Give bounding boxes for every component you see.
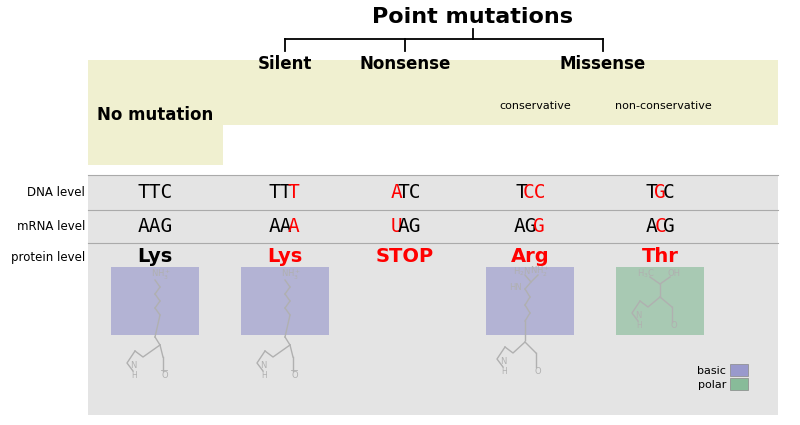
Text: AG: AG	[514, 216, 538, 235]
Text: TTC: TTC	[138, 182, 173, 201]
Text: mRNA level: mRNA level	[17, 219, 85, 232]
Text: protein level: protein level	[10, 250, 85, 264]
Text: A: A	[288, 216, 299, 235]
Text: Lys: Lys	[267, 247, 302, 266]
Bar	[111, 267, 199, 335]
Text: T: T	[288, 182, 299, 201]
Text: U: U	[390, 216, 402, 235]
Text: No mutation: No mutation	[97, 106, 213, 124]
Text: H: H	[636, 320, 642, 329]
Text: G: G	[533, 216, 545, 235]
Text: non-conservative: non-conservative	[614, 101, 711, 111]
Text: H: H	[261, 371, 267, 380]
Text: Point mutations: Point mutations	[372, 7, 573, 27]
Text: C: C	[654, 216, 666, 235]
Text: Missense: Missense	[560, 55, 646, 73]
Text: O: O	[534, 366, 542, 376]
Text: H: H	[501, 366, 507, 376]
Text: H$_2$N: H$_2$N	[513, 266, 531, 278]
Text: AAG: AAG	[138, 216, 173, 235]
Text: O: O	[670, 321, 678, 331]
Text: TC: TC	[398, 182, 421, 201]
Text: basic: basic	[697, 366, 726, 376]
Bar	[486, 267, 574, 335]
Bar	[730, 378, 748, 390]
Text: OH: OH	[667, 269, 681, 278]
Text: H$_3$C: H$_3$C	[637, 268, 655, 280]
Bar	[220, 60, 778, 125]
Text: HN: HN	[510, 283, 522, 292]
Bar	[616, 267, 704, 335]
Text: H: H	[131, 371, 137, 380]
Text: N: N	[635, 311, 641, 320]
Text: A: A	[390, 182, 402, 201]
Bar	[462, 90, 778, 125]
Text: Lys: Lys	[138, 247, 173, 266]
Text: conservative: conservative	[499, 101, 571, 111]
Text: Nonsense: Nonsense	[359, 55, 450, 73]
Text: TT: TT	[269, 182, 293, 201]
Bar	[88, 60, 223, 165]
Text: T: T	[515, 182, 527, 201]
Text: NH$_3^+$: NH$_3^+$	[281, 268, 301, 282]
Bar	[241, 267, 329, 335]
Text: AG: AG	[398, 216, 421, 235]
Bar	[730, 364, 748, 376]
Text: STOP: STOP	[376, 247, 434, 266]
Text: DNA level: DNA level	[27, 185, 85, 198]
Text: T: T	[646, 182, 657, 201]
Text: A: A	[646, 216, 657, 235]
Text: CC: CC	[522, 182, 546, 201]
Text: N: N	[130, 360, 136, 369]
Text: Silent: Silent	[258, 55, 312, 73]
Text: N: N	[500, 357, 506, 366]
Text: polar: polar	[698, 380, 726, 390]
Text: Thr: Thr	[642, 247, 678, 266]
Bar	[88, 175, 778, 415]
Text: N: N	[260, 360, 266, 369]
Text: O: O	[292, 371, 298, 380]
Text: G: G	[663, 216, 674, 235]
Text: G: G	[654, 182, 666, 201]
Text: AA: AA	[269, 216, 293, 235]
Text: NH$_3^+$: NH$_3^+$	[151, 268, 171, 282]
Text: Arg: Arg	[510, 247, 550, 266]
Text: NH$_2^+$: NH$_2^+$	[530, 265, 550, 279]
Text: C: C	[663, 182, 674, 201]
Text: O: O	[162, 371, 168, 380]
